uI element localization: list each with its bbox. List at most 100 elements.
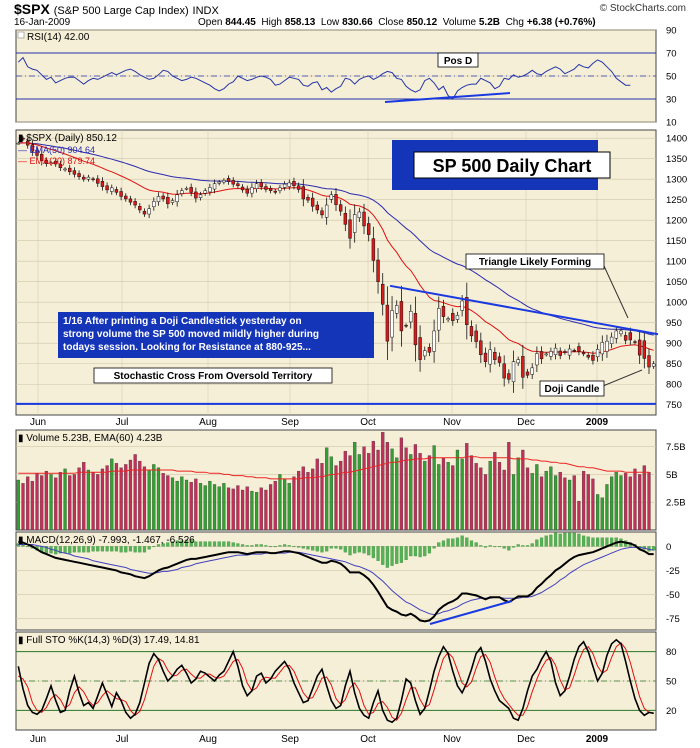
- volume-bar: [455, 449, 460, 531]
- stochastic-tick-label: 20: [666, 706, 677, 717]
- macd-histogram-bar: [367, 546, 371, 556]
- volume-bar: [124, 464, 128, 531]
- macd-histogram-bar: [381, 546, 385, 565]
- rsi-tick-label: 90: [666, 26, 677, 37]
- price-tick-label: 1000: [666, 298, 687, 309]
- volume-bar: [376, 449, 380, 531]
- macd-histogram-bar: [507, 546, 511, 551]
- macd-histogram-bar: [362, 546, 366, 554]
- volume-bar: [339, 460, 343, 531]
- volume-bar: [521, 449, 525, 531]
- candle-body: [362, 211, 366, 227]
- macd-tick-label: -50: [666, 590, 680, 601]
- symbol: $SPX: [14, 1, 50, 17]
- stochastic-x-label: Dec: [517, 734, 535, 745]
- candle-body: [292, 181, 296, 187]
- macd-histogram-bar: [474, 542, 478, 547]
- volume-bar: [553, 475, 558, 531]
- commentary-text: 1/16 After printing a Doji Candlestick y…: [63, 316, 319, 353]
- volume-bar: [525, 467, 530, 531]
- candle-body: [161, 195, 165, 200]
- volume-bar: [114, 463, 119, 531]
- low-value: 830.66: [342, 17, 373, 28]
- volume-bar: [147, 469, 151, 531]
- price-x-label: Oct: [360, 417, 376, 428]
- candle-body: [488, 349, 492, 365]
- macd-histogram-bar: [297, 546, 301, 548]
- volume-bar: [175, 480, 179, 531]
- macd-histogram-bar: [72, 546, 76, 553]
- candle-body: [474, 330, 478, 342]
- macd-histogram-bar: [343, 546, 347, 553]
- candle-body: [226, 178, 231, 182]
- macd-legend: ▮ MACD(12,26,9) -7.993, -1.467, -6.526: [18, 535, 195, 546]
- title-box-label-bg: [413, 151, 611, 179]
- volume-bar: [409, 454, 413, 531]
- candle-body: [511, 361, 516, 383]
- volume-bar: [549, 466, 553, 531]
- macd-histogram-bar: [26, 546, 30, 548]
- candle-body: [100, 181, 105, 187]
- macd-histogram-bar: [156, 544, 161, 547]
- macd-histogram-bar: [539, 537, 544, 547]
- candle-body: [455, 315, 460, 320]
- macd-signal-line: [18, 544, 654, 616]
- volume-bar: [269, 484, 273, 531]
- candle-body: [264, 186, 268, 190]
- change-value: +6.38 (+0.76%): [526, 17, 596, 28]
- candle-body: [30, 144, 35, 152]
- volume-bar: [642, 465, 646, 531]
- candle-body: [651, 363, 656, 367]
- volume-bar: [58, 472, 62, 531]
- candle-body: [479, 340, 483, 355]
- rsi-tick-label: 50: [666, 72, 677, 83]
- volume-bar: [254, 492, 259, 531]
- volume-bar: [26, 476, 30, 531]
- volume-bar: [49, 474, 53, 531]
- macd-line: [18, 540, 654, 623]
- macd-histogram-bar: [586, 536, 590, 547]
- price-tick-label: 900: [666, 339, 682, 350]
- candle-body: [530, 367, 534, 375]
- candle-body: [170, 200, 175, 203]
- candle-body: [315, 204, 320, 211]
- candle-body: [296, 185, 301, 190]
- stochastic-x-label: Jul: [116, 734, 129, 745]
- volume-bar: [572, 475, 576, 531]
- volume-bar: [54, 477, 58, 531]
- volume-bar: [161, 473, 165, 531]
- macd-histogram-bar: [269, 546, 273, 548]
- volume-tick-label: 7.5B: [666, 442, 686, 453]
- volume-bar: [427, 455, 432, 531]
- volume-bar: [325, 447, 329, 531]
- candle-body: [268, 187, 273, 191]
- volume-bar: [278, 474, 282, 531]
- price-tick-label: 1150: [666, 236, 686, 247]
- macd-histogram-bar: [208, 541, 212, 547]
- macd-divergence-trendline: [429, 600, 513, 625]
- macd-histogram-bar: [581, 535, 586, 547]
- volume-bar: [259, 487, 263, 531]
- candle-body: [581, 352, 586, 355]
- macd-tick-label: 0: [666, 542, 671, 553]
- volume-bar: [624, 473, 628, 531]
- volume-bar: [283, 478, 287, 531]
- volume-bar: [72, 474, 76, 531]
- stochastic-note-box: [93, 367, 333, 384]
- close-label: Close: [378, 17, 404, 28]
- stochastic-x-label: Sep: [281, 734, 299, 745]
- change-label: Chg: [505, 17, 524, 28]
- candle-body: [432, 330, 436, 352]
- stochastic-legend: ▮ Full STO %K(14,3) %D(3) 17.49, 14.81: [18, 635, 200, 646]
- volume-label: Volume: [442, 17, 477, 28]
- rsi-line: [17, 56, 631, 100]
- macd-histogram-bar: [96, 546, 100, 552]
- macd-histogram-bar: [418, 546, 422, 558]
- quote-line: Open 844.45 High 858.13 Low 830.66 Close…: [198, 17, 596, 28]
- price-tick-label: 1050: [666, 277, 687, 288]
- candle-body: [156, 196, 161, 203]
- volume-bar: [399, 437, 403, 531]
- high-label: High: [261, 17, 282, 28]
- symbol-title: $SPX (S&P 500 Large Cap Index) INDX: [14, 1, 219, 17]
- macd-histogram-bar: [77, 546, 81, 553]
